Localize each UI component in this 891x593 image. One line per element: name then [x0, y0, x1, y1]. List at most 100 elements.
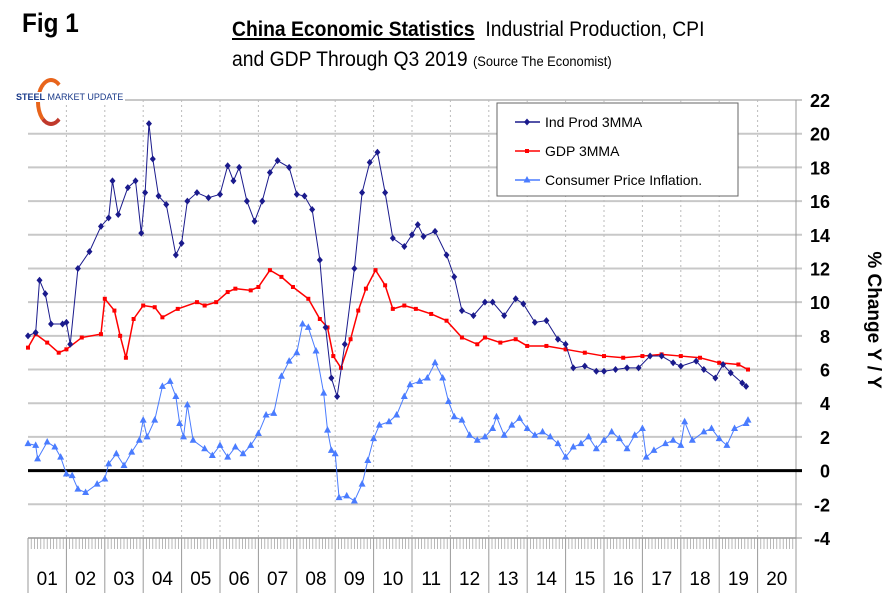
data-point-diamond: [328, 374, 335, 382]
data-point-square: [267, 268, 272, 273]
data-point-triangle: [335, 493, 343, 501]
data-point-square: [482, 335, 487, 340]
data-point-triangle: [293, 348, 301, 356]
data-point-triangle: [62, 469, 70, 477]
data-point-square: [678, 354, 683, 359]
data-point-square: [525, 149, 529, 153]
legend: Ind Prod 3MMA GDP 3MMA Consumer Price Infl…: [496, 102, 739, 197]
data-point-square: [444, 318, 449, 323]
data-point-triangle: [600, 436, 608, 443]
data-point-triangle: [231, 443, 239, 450]
data-point-square: [383, 283, 388, 288]
data-point-triangle: [585, 432, 593, 440]
x-tick-label: 01: [37, 569, 58, 590]
data-point-triangle: [101, 475, 109, 482]
data-point-square: [79, 335, 84, 340]
data-point-square: [290, 284, 295, 289]
data-point-square: [331, 354, 336, 359]
data-point-triangle: [285, 357, 293, 364]
data-point-triangle: [631, 431, 639, 438]
data-point-triangle: [723, 441, 731, 448]
data-point-triangle: [623, 444, 631, 452]
data-point-triangle: [500, 431, 508, 438]
data-point-diamond: [670, 359, 677, 367]
data-point-triangle: [254, 429, 262, 437]
data-point-triangle: [642, 453, 650, 460]
data-point-triangle: [358, 480, 366, 487]
data-point-diamond: [524, 118, 530, 126]
data-point-triangle: [677, 441, 685, 448]
data-point-triangle: [577, 439, 585, 447]
data-point-diamond: [309, 206, 316, 213]
data-point-diamond: [67, 340, 74, 348]
data-point-diamond: [145, 120, 152, 128]
y-tick-label: 0: [820, 462, 830, 482]
x-tick-label: 08: [305, 569, 326, 590]
figure-label: Fig 1: [22, 8, 79, 38]
data-point-square: [123, 355, 128, 360]
title-rest: Industrial Production, CPI: [485, 18, 705, 41]
data-point-triangle: [208, 451, 216, 458]
data-point-diamond: [647, 352, 654, 360]
data-point-triangle: [492, 412, 500, 420]
data-point-triangle: [224, 453, 232, 460]
logo-rest: MARKET UPDATE: [47, 92, 124, 102]
data-point-square: [602, 354, 606, 359]
data-point-diamond: [172, 251, 179, 259]
data-point-triangle: [143, 432, 151, 440]
data-point-diamond: [570, 364, 577, 372]
data-point-triangle: [183, 400, 191, 408]
data-point-square: [194, 300, 199, 305]
data-point-diamond: [266, 168, 273, 176]
data-point-square: [202, 303, 207, 308]
title-bold: China Economic Statistics: [232, 18, 475, 41]
data-point-diamond: [409, 231, 415, 239]
data-point-triangle: [189, 436, 197, 443]
data-point-triangle: [350, 496, 358, 504]
data-point-diamond: [115, 211, 122, 219]
y-tick-label: 16: [810, 192, 830, 212]
data-point-diamond: [727, 369, 734, 377]
data-point-triangle: [201, 444, 209, 452]
chart-title: China Economic Statistics Industrial Pro…: [232, 18, 704, 42]
data-point-square: [112, 308, 117, 313]
data-point-triangle: [608, 427, 616, 435]
data-point-triangle: [554, 439, 562, 447]
data-point-square: [256, 284, 261, 289]
x-tick-label: 14: [536, 569, 558, 590]
data-point-triangle: [68, 471, 76, 479]
data-point-diamond: [236, 163, 243, 171]
data-point-diamond: [451, 273, 458, 281]
data-point-triangle: [400, 392, 408, 399]
data-point-triangle: [216, 441, 224, 448]
y-tick-label: -2: [814, 495, 830, 515]
series-triangle: [24, 320, 752, 504]
data-point-diamond: [593, 367, 600, 375]
data-point-square: [544, 343, 549, 348]
data-point-triangle: [135, 436, 143, 443]
data-point-triangle: [508, 421, 516, 428]
data-point-diamond: [32, 328, 39, 336]
data-point-diamond: [286, 163, 293, 171]
data-point-diamond: [700, 366, 707, 374]
y-tick-label: 18: [810, 158, 830, 178]
x-tick-label: 18: [689, 569, 710, 590]
steel-market-update-logo: STEEL MARKET UPDATE: [16, 92, 126, 102]
data-point-square: [413, 306, 418, 311]
data-point-square: [131, 317, 136, 321]
data-point-diamond: [224, 162, 231, 170]
subtitle-text: and GDP Through Q3 2019: [232, 48, 468, 71]
data-point-square: [152, 305, 157, 310]
data-point-diamond: [193, 189, 200, 197]
data-point-square: [175, 306, 180, 311]
data-point-triangle: [669, 436, 677, 443]
data-point-square: [698, 355, 702, 360]
data-point-triangle: [320, 389, 328, 396]
data-point-triangle: [139, 416, 147, 423]
data-point-triangle: [523, 424, 531, 431]
data-point-square: [356, 308, 361, 313]
data-point-diamond: [63, 318, 70, 326]
data-point-triangle: [176, 419, 184, 426]
data-point-triangle: [466, 431, 474, 438]
